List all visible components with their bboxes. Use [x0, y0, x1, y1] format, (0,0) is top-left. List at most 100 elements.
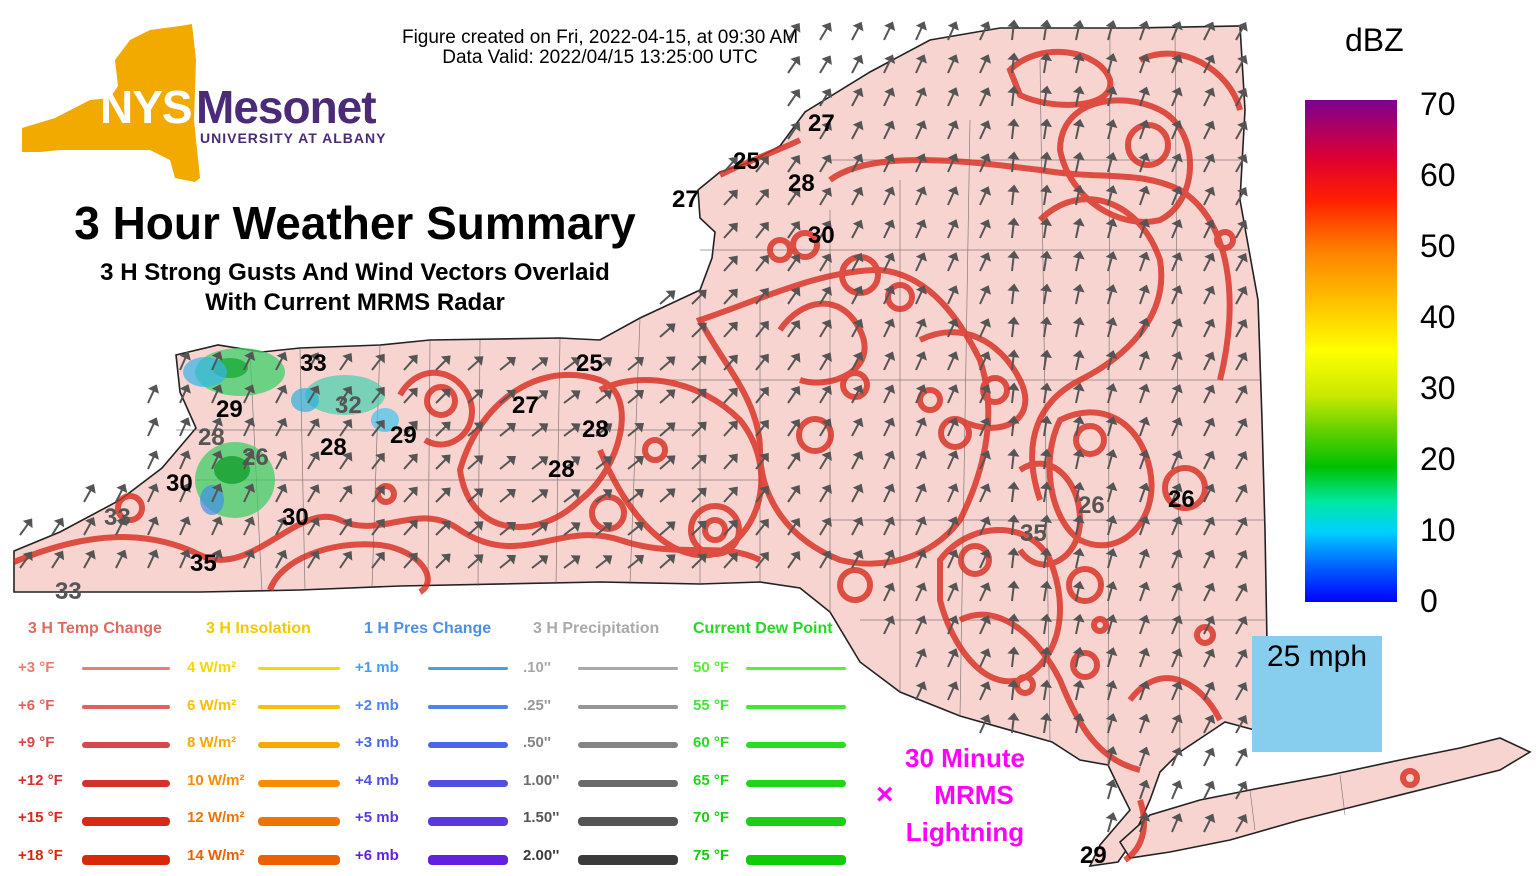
colorbar-tick: 60 [1420, 157, 1456, 193]
legend-label-pressure: +4 mb [355, 771, 399, 789]
legend-label-dewpoint: 65 °F [693, 771, 730, 789]
legend-line-temp [82, 817, 170, 826]
legend-title-insolation: 3 H Insolation [206, 620, 311, 637]
valid-line: Data Valid: 2022/04/15 13:25:00 UTC [442, 47, 758, 68]
created-line: Figure created on Fri, 2022-04-15, at 09… [401, 27, 799, 48]
colorbar-tick: 30 [1420, 370, 1456, 406]
lightning-line-3: Lightning [905, 817, 1025, 847]
legend-label-precip: 1.50'' [523, 809, 560, 826]
legend-label-insolation: 12 W/m² [187, 809, 245, 826]
legend-line-temp [82, 779, 170, 787]
legend-label-temp: +18 °F [18, 846, 63, 864]
gust-label: 35 [190, 550, 217, 577]
legend-label-insolation: 8 W/m² [187, 734, 237, 751]
legend-title-temp: 3 H Temp Change [28, 620, 162, 637]
gust-label: 33 [300, 350, 327, 377]
legend-label-pressure: +3 mb [355, 734, 399, 751]
colorbar-unit: dBZ [1345, 22, 1404, 58]
legend-line-precip [578, 779, 678, 787]
colorbar-tick: 20 [1420, 441, 1456, 477]
gust-label: 27 [512, 392, 539, 419]
gust-label: 30 [166, 470, 193, 497]
gust-label: 28 [788, 170, 815, 197]
legend-label-temp: +12 °F [18, 771, 63, 789]
colorbar-tick: 10 [1420, 512, 1456, 548]
legend-line-dewpoint [746, 854, 846, 865]
colorbar-tick: 70 [1420, 86, 1456, 122]
lightning-x-icon: × [876, 778, 894, 811]
legend-label-pressure: +6 mb [355, 846, 399, 864]
legend-line-pressure [428, 779, 508, 787]
legend-label-precip: .50'' [523, 734, 551, 751]
wind-scale-box [1252, 636, 1382, 752]
legend-title-pressure: 1 H Pres Change [364, 620, 492, 637]
legend-line-dewpoint [746, 667, 846, 670]
legend-label-precip: 2.00'' [523, 846, 560, 864]
gust-label: 29 [1080, 842, 1107, 869]
nys-logo-shape [22, 24, 200, 182]
legend-line-dewpoint [746, 779, 846, 787]
colorbar-tick: 0 [1420, 583, 1438, 619]
colorbar-tick: 50 [1420, 228, 1456, 264]
legend-line-insolation [258, 667, 340, 670]
gust-label: 26 [1168, 486, 1195, 513]
figure-created-text: Figure created on Fri, 2022-04-15, at 09… [330, 28, 870, 68]
legend-line-temp [82, 742, 170, 748]
legend-line-precip [578, 817, 678, 826]
legend-line-precip [578, 667, 678, 670]
gust-label: 33 [55, 578, 82, 605]
legend-label-pressure: +1 mb [355, 659, 399, 676]
lightning-line-2: MRMS [934, 780, 1014, 810]
legend-line-pressure [428, 704, 508, 709]
legend-label-precip: .25'' [523, 696, 551, 714]
gust-label: 26 [242, 444, 269, 471]
legend-label-precip: .10'' [523, 659, 551, 676]
gust-label: 28 [582, 416, 609, 443]
radar-colorbar [1305, 100, 1397, 602]
legend-line-pressure [428, 667, 508, 670]
legend-label-temp: +15 °F [18, 809, 63, 826]
logo-mesonet: Mesonet [196, 81, 377, 133]
legend-label-insolation: 6 W/m² [187, 696, 237, 714]
legend-line-insolation [258, 704, 340, 709]
legend-label-temp: +3 °F [18, 659, 55, 676]
gust-label: 30 [282, 504, 309, 531]
legend-title-precip: 3 H Precipitation [533, 620, 660, 637]
legend-label-insolation: 4 W/m² [187, 659, 237, 676]
legend-label-precip: 1.00'' [523, 771, 560, 789]
wind-vectors [19, 19, 1248, 833]
legend-line-pressure [428, 742, 508, 748]
legend-line-dewpoint [746, 742, 846, 748]
legend-label-pressure: +2 mb [355, 696, 399, 714]
legend-label-dewpoint: 70 °F [693, 809, 730, 826]
legend-line-pressure [428, 854, 508, 865]
lightning-line-1: 30 Minute [905, 743, 1025, 773]
legend-title-dewpoint: Current Dew Point [693, 620, 833, 637]
colorbar-tick: 40 [1420, 299, 1456, 335]
gust-label: 27 [808, 110, 835, 137]
legend-label-dewpoint: 75 °F [693, 846, 730, 864]
logo-nys: NYS [100, 81, 193, 133]
legend-line-insolation [258, 779, 340, 787]
page-title: 3 Hour Weather Summary [74, 197, 636, 249]
legend-line-dewpoint [746, 704, 846, 709]
gust-label: 28 [198, 424, 225, 451]
gust-label: 33 [104, 504, 131, 531]
gust-label: 29 [390, 422, 417, 449]
legend-label-insolation: 14 W/m² [187, 846, 245, 864]
legend-line-insolation [258, 854, 340, 865]
legend-line-precip [578, 704, 678, 709]
logo-university: UNIVERSITY AT ALBANY [200, 130, 387, 146]
legend-label-insolation: 10 W/m² [187, 771, 245, 789]
legend-label-dewpoint: 55 °F [693, 696, 730, 714]
gust-label: 25 [576, 350, 603, 377]
legend-label-temp: +9 °F [18, 734, 55, 751]
legend-label-temp: +6 °F [18, 696, 55, 714]
gust-contours [12, 48, 1420, 863]
gust-label: 25 [733, 148, 760, 175]
gust-label: 28 [548, 456, 575, 483]
legend-line-pressure [428, 817, 508, 826]
gust-label: 35 [1020, 520, 1047, 547]
page-subtitle: 3 H Strong Gusts And Wind Vectors Overla… [30, 258, 680, 318]
gust-label: 27 [672, 186, 699, 213]
